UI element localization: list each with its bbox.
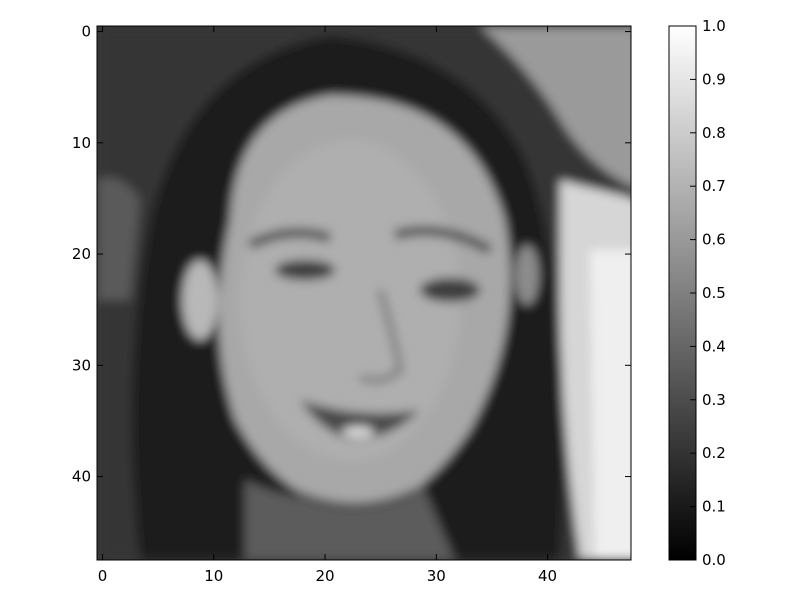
y-tick-label: 40 [72,468,91,486]
colorbar-tick-label: 0.5 [702,284,726,302]
colorbar-tick-label: 0.3 [702,391,726,409]
x-tick-label: 10 [204,567,223,585]
y-tick-label: 30 [72,356,91,374]
x-tick-label: 40 [538,567,557,585]
y-tick-label: 10 [72,134,91,152]
colorbar-tick-label: 0.7 [702,177,726,195]
colorbar-tick-label: 0.2 [702,444,726,462]
x-tick-label: 30 [427,567,446,585]
face-image [97,26,631,560]
x-tick-label: 20 [316,567,335,585]
y-tick-group: 0 10 20 30 40 [72,23,631,486]
y-tick-label: 0 [81,23,91,41]
colorbar-tick-label: 0.4 [702,337,726,355]
x-tick-group: 0 10 20 30 40 [98,26,557,585]
colorbar-tick-label: 0.8 [702,124,726,142]
plot-frame [96,25,632,561]
colorbar-tick-label: 0.0 [702,551,726,569]
colorbar-tick-label: 0.1 [702,498,726,516]
colorbar: 0.0 0.1 0.2 0.3 0.4 0.5 0.6 0.7 0.8 0.9 1.0 [668,17,726,569]
image-axes: 0 10 20 30 40 0 10 20 30 40 [72,23,632,585]
colorbar-tick-label: 1.0 [702,17,726,35]
colorbar-tick-group: 0.0 0.1 0.2 0.3 0.4 0.5 0.6 0.7 0.8 0.9 1.0 [690,17,726,569]
x-tick-label: 0 [98,567,108,585]
colorbar-tick-label: 0.9 [702,70,726,88]
colorbar-tick-label: 0.6 [702,231,726,249]
y-tick-label: 20 [72,245,91,263]
